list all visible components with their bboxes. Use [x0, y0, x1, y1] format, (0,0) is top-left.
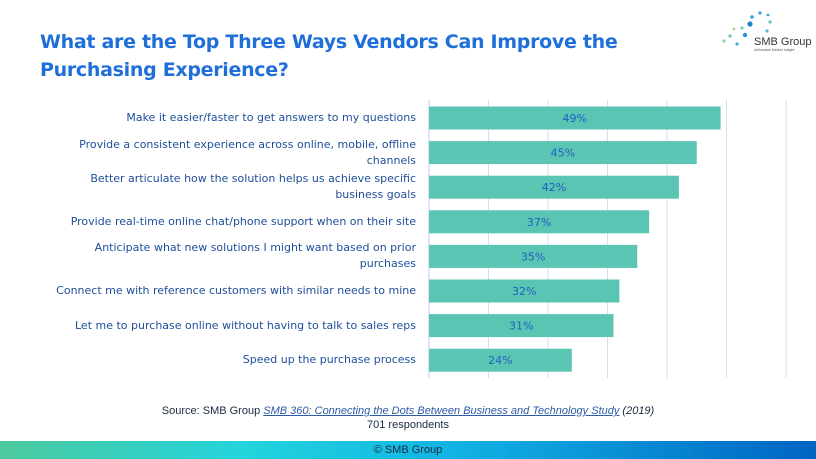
chart-title: What are the Top Three Ways Vendors Can … — [40, 31, 618, 81]
data-label: 31% — [509, 320, 533, 333]
bar-chart: 49% 45% 42% 37% 35% 32% 31% 24% — [428, 100, 787, 378]
source-year: (2019) — [619, 405, 655, 417]
data-label: 24% — [488, 354, 512, 367]
bar — [429, 244, 638, 268]
data-label: 32% — [512, 285, 536, 298]
bar — [429, 175, 679, 199]
data-label: 45% — [551, 147, 575, 160]
category-label: Provide a consistent experience across o… — [79, 137, 416, 167]
svg-text:SMB Group: SMB Group — [754, 36, 811, 48]
bar — [429, 210, 650, 234]
category-label: Provide real-time online chat/phone supp… — [70, 214, 416, 228]
bar — [429, 106, 721, 130]
source-study-link[interactable]: SMB 360: Connecting the Dots Between Bus… — [263, 405, 620, 417]
footer-copyright: © SMB Group — [0, 441, 816, 459]
category-label: Let me to purchase online without having… — [75, 318, 416, 332]
category-label: Anticipate what new solutions I might wa… — [94, 241, 416, 271]
data-label: 35% — [521, 250, 545, 263]
smb-group-logo: SMB Group Actionable Market Insight — [722, 11, 811, 52]
data-label: 37% — [527, 216, 551, 229]
category-label: Speed up the purchase process — [242, 353, 416, 367]
respondents-count: 701 respondents — [367, 419, 449, 431]
bar — [429, 279, 620, 303]
bar — [429, 141, 697, 165]
category-label: Make it easier/faster to get answers to … — [126, 111, 416, 124]
data-label: 42% — [542, 181, 566, 194]
category-label: Better articulate how the solution helps… — [90, 172, 416, 202]
svg-text:Actionable Market Insight: Actionable Market Insight — [754, 48, 794, 52]
data-label: 49% — [563, 112, 587, 125]
category-label: Connect me with reference customers with… — [56, 284, 416, 297]
bar — [429, 314, 614, 338]
source-prefix: Source: SMB Group — [161, 405, 264, 417]
source-note: Source: SMB Group SMB 360: Connecting th… — [0, 404, 816, 432]
bar — [429, 348, 572, 372]
